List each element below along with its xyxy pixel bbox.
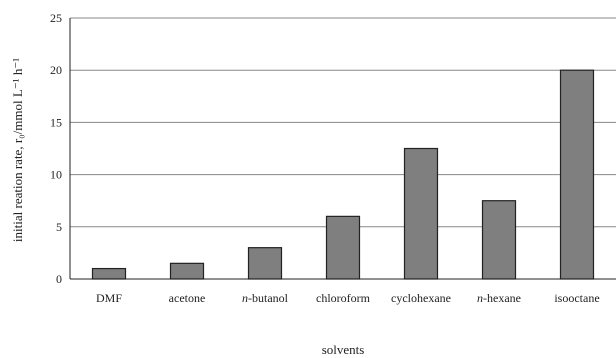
y-tick-label-2: 10 [50,168,62,182]
y-tick-labels: 0 5 10 15 20 25 [50,11,62,286]
bar-n-hexane [481,200,517,280]
x-tick-labels: DMF acetone n-butanol chloroform cyclohexane… [96,291,600,305]
axes [69,18,616,280]
bar-chloroform [325,215,361,280]
bar-acetone [169,262,205,280]
x-tick-label-2: n-butanol [242,291,289,305]
bar-cyclohexane [403,147,439,280]
bar-isooctane [559,69,595,280]
y-tick-label-0: 0 [56,272,62,286]
x-tick-label-5: n-hexane [477,291,521,305]
x-tick-label-3: chloroform [316,291,371,305]
y-tick-label-4: 20 [50,63,62,77]
x-tick-label-6: isooctane [554,291,599,305]
y-axis-title: initial reation rate, r₀/mmol L⁻¹ h⁻¹ [10,58,25,242]
y-tick-label-5: 25 [50,11,62,25]
bar-dmf [91,267,127,280]
x-tick-label-4: cyclohexane [391,291,451,305]
x-tick-label-0: DMF [96,291,122,305]
x-tick-label-1: acetone [169,291,206,305]
y-tick-label-3: 15 [50,115,62,129]
y-tick-label-1: 5 [56,220,62,234]
bar-n-butanol [247,247,283,280]
x-axis-title: solvents [322,342,365,357]
bars [91,69,595,280]
grid-lines [70,17,616,228]
